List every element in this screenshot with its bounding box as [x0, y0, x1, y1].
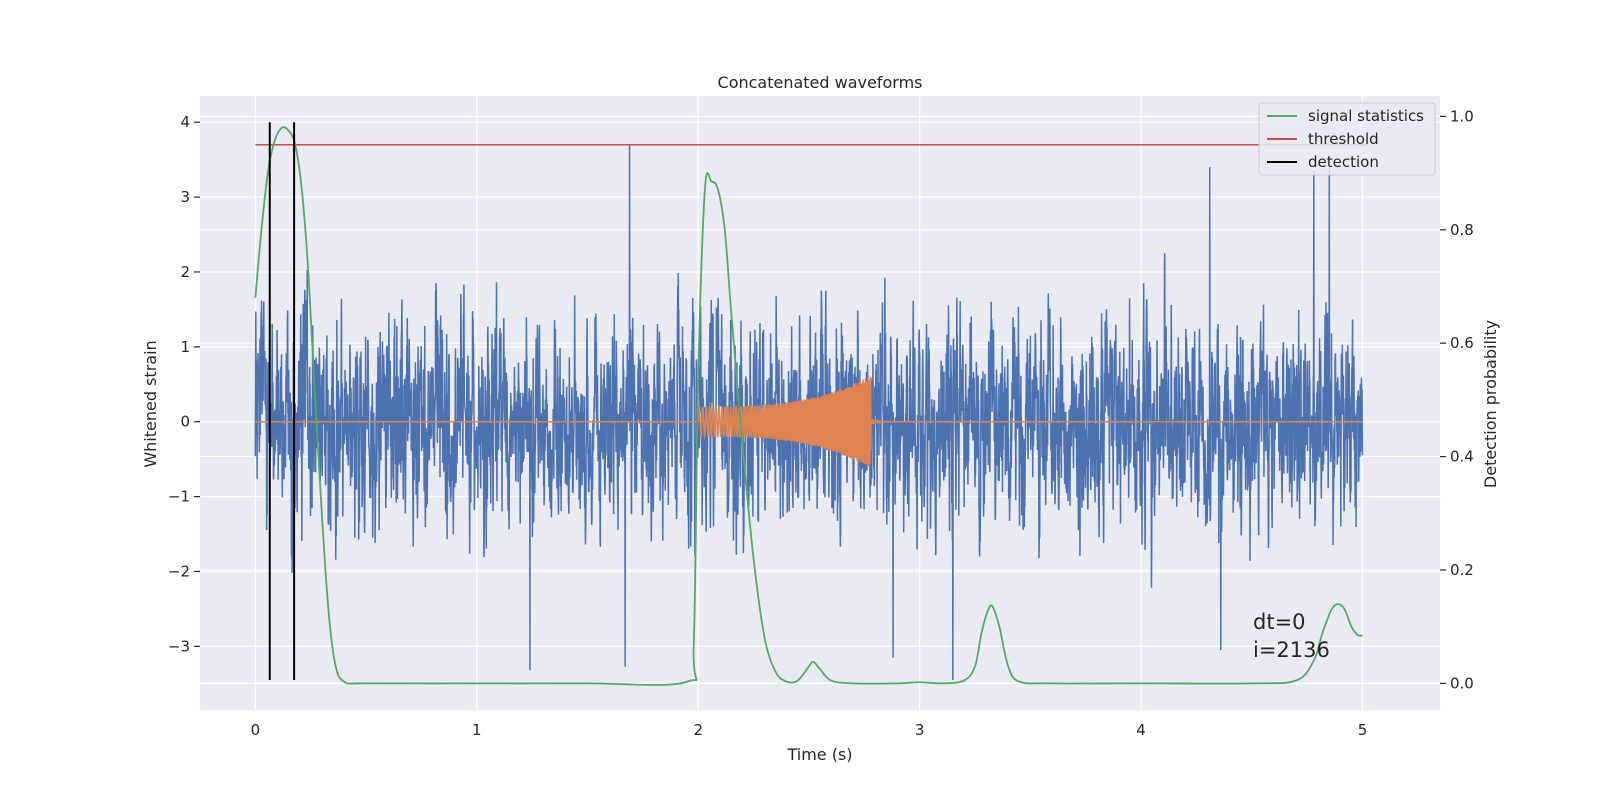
y-left-tick-label: −3	[168, 637, 190, 655]
y-left-tick-label: 0	[180, 413, 190, 431]
series-group	[254, 122, 1367, 686]
legend: signal statistics threshold detection	[1258, 102, 1436, 176]
chart-title: Concatenated waveforms	[718, 73, 923, 92]
y-right-tick-label: 1.0	[1450, 107, 1474, 125]
x-tick-label: 0	[251, 721, 261, 739]
y-left-tick-label: −2	[168, 562, 190, 580]
y-left-tick-label: 2	[180, 263, 190, 281]
y-right-tick-label: 0.0	[1450, 674, 1474, 692]
y-left-tick-label: 1	[180, 338, 190, 356]
y-left-tick-label: 4	[180, 113, 190, 131]
x-tick-label: 1	[472, 721, 482, 739]
annotation-dt: dt=0	[1253, 610, 1306, 634]
x-tick-label: 2	[693, 721, 703, 739]
y-axis-right: 0.0 0.2 0.4 0.6 0.8 1.0	[1440, 107, 1474, 692]
legend-label-0: signal statistics	[1308, 107, 1424, 125]
legend-label-2: detection	[1308, 153, 1379, 171]
y-left-tick-label: −1	[168, 488, 190, 506]
legend-label-1: threshold	[1308, 130, 1379, 148]
legend-box	[1258, 102, 1436, 176]
x-tick-label: 3	[915, 721, 925, 739]
signal-statistics-line	[254, 126, 1363, 686]
x-axis: 0 1 2 3 4 5	[251, 721, 1368, 739]
y-right-tick-label: 0.8	[1450, 221, 1474, 239]
y-axis-left-label: Whitened strain	[141, 340, 160, 467]
y-axis-left: −3 −2 −1 0 1 2 3 4	[168, 113, 200, 655]
y-right-tick-label: 0.6	[1450, 334, 1474, 352]
y-left-tick-label: 3	[180, 188, 190, 206]
y-right-tick-label: 0.2	[1450, 561, 1474, 579]
x-tick-label: 4	[1136, 721, 1146, 739]
x-axis-label: Time (s)	[786, 745, 852, 764]
plot-area	[254, 122, 1367, 686]
x-tick-label: 5	[1358, 721, 1368, 739]
annotation-index: i=2136	[1253, 638, 1330, 662]
y-right-tick-label: 0.4	[1450, 448, 1474, 466]
y-axis-right-label: Detection probability	[1481, 320, 1500, 488]
template-series-line	[255, 376, 1363, 467]
